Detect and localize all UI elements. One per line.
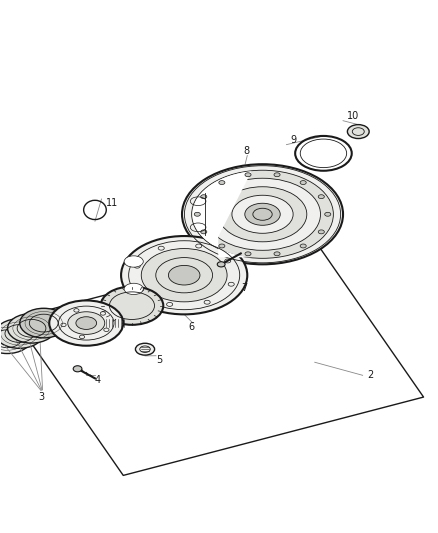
- Ellipse shape: [274, 252, 280, 256]
- Ellipse shape: [325, 212, 331, 216]
- Ellipse shape: [101, 287, 163, 325]
- Ellipse shape: [192, 170, 333, 259]
- Ellipse shape: [194, 212, 200, 216]
- Ellipse shape: [76, 317, 97, 329]
- Ellipse shape: [217, 262, 225, 267]
- Ellipse shape: [245, 173, 251, 177]
- Ellipse shape: [49, 301, 123, 346]
- Ellipse shape: [219, 244, 225, 248]
- Text: 8: 8: [243, 146, 249, 156]
- Ellipse shape: [124, 283, 143, 295]
- Ellipse shape: [300, 244, 306, 248]
- Text: 6: 6: [188, 322, 194, 333]
- Ellipse shape: [205, 178, 321, 251]
- Ellipse shape: [347, 125, 369, 139]
- Ellipse shape: [68, 312, 105, 334]
- Text: 7: 7: [241, 283, 247, 293]
- Ellipse shape: [168, 265, 200, 285]
- Text: 9: 9: [291, 135, 297, 146]
- Ellipse shape: [20, 308, 67, 338]
- Ellipse shape: [201, 195, 207, 199]
- Ellipse shape: [141, 248, 227, 302]
- Ellipse shape: [201, 230, 207, 234]
- Ellipse shape: [274, 173, 280, 177]
- Ellipse shape: [218, 187, 307, 242]
- Ellipse shape: [124, 256, 143, 267]
- Text: 11: 11: [106, 198, 118, 208]
- Polygon shape: [99, 302, 121, 327]
- Ellipse shape: [318, 195, 324, 199]
- Ellipse shape: [135, 343, 155, 355]
- Ellipse shape: [300, 181, 306, 184]
- Ellipse shape: [121, 236, 247, 314]
- Ellipse shape: [245, 203, 280, 225]
- Ellipse shape: [318, 230, 324, 234]
- Ellipse shape: [73, 366, 82, 372]
- Ellipse shape: [245, 252, 251, 256]
- Ellipse shape: [219, 181, 225, 184]
- Text: 4: 4: [95, 375, 101, 385]
- Ellipse shape: [0, 324, 31, 353]
- Text: 10: 10: [347, 111, 360, 122]
- Ellipse shape: [232, 195, 293, 233]
- Ellipse shape: [7, 313, 56, 343]
- Polygon shape: [193, 171, 251, 257]
- Ellipse shape: [0, 319, 43, 349]
- Text: 3: 3: [39, 392, 45, 402]
- Ellipse shape: [182, 164, 343, 264]
- Text: 5: 5: [156, 355, 162, 365]
- Text: 2: 2: [367, 370, 373, 381]
